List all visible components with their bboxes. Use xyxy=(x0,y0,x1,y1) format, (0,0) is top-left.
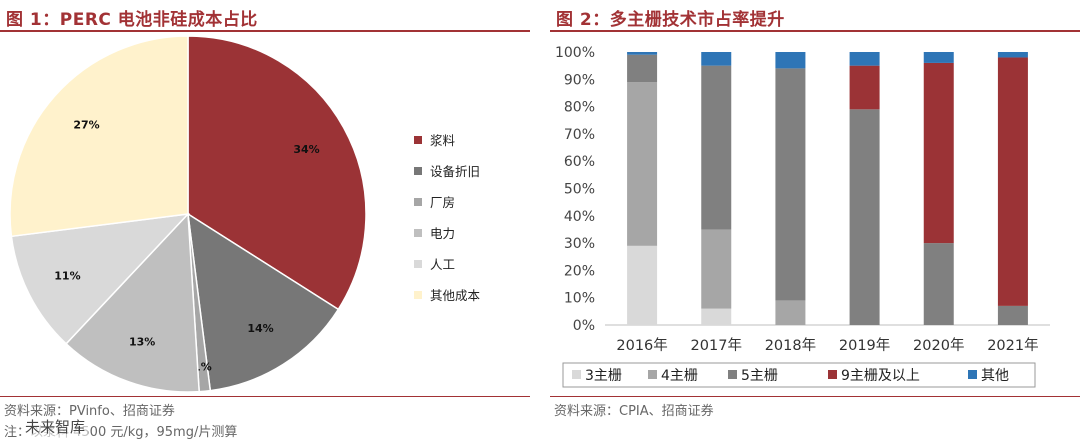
legend-swatch xyxy=(414,260,422,268)
legend-label: 其他 xyxy=(981,368,1009,384)
legend-swatch xyxy=(414,198,422,206)
pie-slice-1 xyxy=(187,35,367,311)
bar-segment xyxy=(775,300,806,325)
legend-swatch xyxy=(828,370,837,379)
y-tick-label: 20% xyxy=(564,263,595,279)
bar-segment xyxy=(849,65,880,110)
y-tick-label: 80% xyxy=(564,100,595,116)
legend-label: 4主栅 xyxy=(661,368,698,384)
bar-segment xyxy=(701,229,732,309)
legend-swatch xyxy=(414,229,422,237)
figure1-source: 资料来源：PVinfo、招商证券 xyxy=(4,404,175,419)
pie-data-label: 13% xyxy=(129,335,155,348)
figure2-source: 资料来源：CPIA、招商证券 xyxy=(554,404,714,419)
legend-swatch xyxy=(414,136,422,144)
legend-label: 其他成本 xyxy=(430,288,481,303)
y-tick-label: 100% xyxy=(555,45,595,61)
legend-label: 浆料 xyxy=(430,133,456,148)
y-tick-label: 90% xyxy=(564,72,595,88)
figure1-title: 图 1：PERC 电池非硅成本占比 xyxy=(6,10,258,30)
x-tick-label: 2021年 xyxy=(987,337,1038,354)
bar-segment xyxy=(997,57,1028,306)
pie-slice-6 xyxy=(9,35,189,238)
bar-segment xyxy=(627,54,658,83)
bar-segment xyxy=(849,109,880,325)
stacked-bar-chart: 0% 10% 20% 30% 40% 50% 60% 70% 80% 90% 100% 2016年 20… xyxy=(555,45,1050,388)
x-tick-label: 2018年 xyxy=(765,337,816,354)
pie-data-label: 11% xyxy=(54,269,80,282)
legend-swatch xyxy=(728,370,737,379)
pie-slice-4 xyxy=(65,212,200,393)
bar-segment xyxy=(923,243,954,325)
x-tick-label: 2017年 xyxy=(691,337,742,354)
bar-segment xyxy=(627,82,658,246)
figure2-bottom-rule xyxy=(550,396,1080,397)
bar-segment xyxy=(701,52,732,66)
left-panel: 图 1：PERC 电池非硅成本占比 34% 14% 1% 13% 11% 27% 浆料 设备折… xyxy=(0,0,530,446)
right-panel: 图 2：多主栅技术市占率提升 0% 10% 20% 30% 40% 50% 60% 70% 80… xyxy=(550,0,1080,446)
y-tick-label: 50% xyxy=(564,182,595,198)
legend-label: 设备折旧 xyxy=(430,164,480,179)
bar-segment xyxy=(923,62,954,244)
bar-segment xyxy=(627,245,658,325)
bar-segment xyxy=(849,52,880,66)
bar-segment xyxy=(701,308,732,325)
bar-segment xyxy=(627,52,658,55)
figure2-top-rule xyxy=(550,30,1080,32)
legend-swatch xyxy=(414,291,422,299)
y-tick-label: 70% xyxy=(564,127,595,143)
legend-label: 3主栅 xyxy=(585,368,622,384)
x-tick-label: 2016年 xyxy=(616,337,667,354)
legend-swatch xyxy=(414,167,422,175)
bar-segment xyxy=(775,68,806,301)
legend-label: 人工 xyxy=(430,257,455,272)
pie-data-label: 27% xyxy=(73,119,99,132)
pie-data-label: 34% xyxy=(293,143,319,156)
figure2-title: 图 2：多主栅技术市占率提升 xyxy=(556,10,785,30)
legend-swatch xyxy=(572,370,581,379)
legend-label: 电力 xyxy=(430,226,455,241)
pie-slice-2 xyxy=(187,212,340,392)
legend-swatch xyxy=(968,370,977,379)
y-tick-label: 60% xyxy=(564,154,595,170)
x-tick-label: 2020年 xyxy=(913,337,964,354)
y-tick-label: 10% xyxy=(564,291,595,307)
pie-data-label: 14% xyxy=(247,322,273,335)
watermark: 未来智库 xyxy=(22,416,89,437)
legend-label: 厂房 xyxy=(430,195,455,210)
bar-segment xyxy=(997,305,1028,325)
y-tick-label: 30% xyxy=(564,236,595,252)
legend-swatch xyxy=(648,370,657,379)
bar-segment xyxy=(997,52,1028,58)
legend-label: 5主栅 xyxy=(741,368,778,384)
x-tick-label: 2019年 xyxy=(839,337,890,354)
figure1-bottom-rule xyxy=(0,396,530,397)
pie-slice-5 xyxy=(10,212,190,345)
y-tick-label: 40% xyxy=(564,209,595,225)
legend-label: 9主栅及以上 xyxy=(841,368,920,384)
figure1-top-rule xyxy=(0,30,530,32)
bar-segment xyxy=(775,52,806,69)
bar-segment xyxy=(701,65,732,230)
legend-box xyxy=(562,362,1036,388)
y-tick-label: 0% xyxy=(573,318,595,334)
bar-segment xyxy=(923,52,954,63)
